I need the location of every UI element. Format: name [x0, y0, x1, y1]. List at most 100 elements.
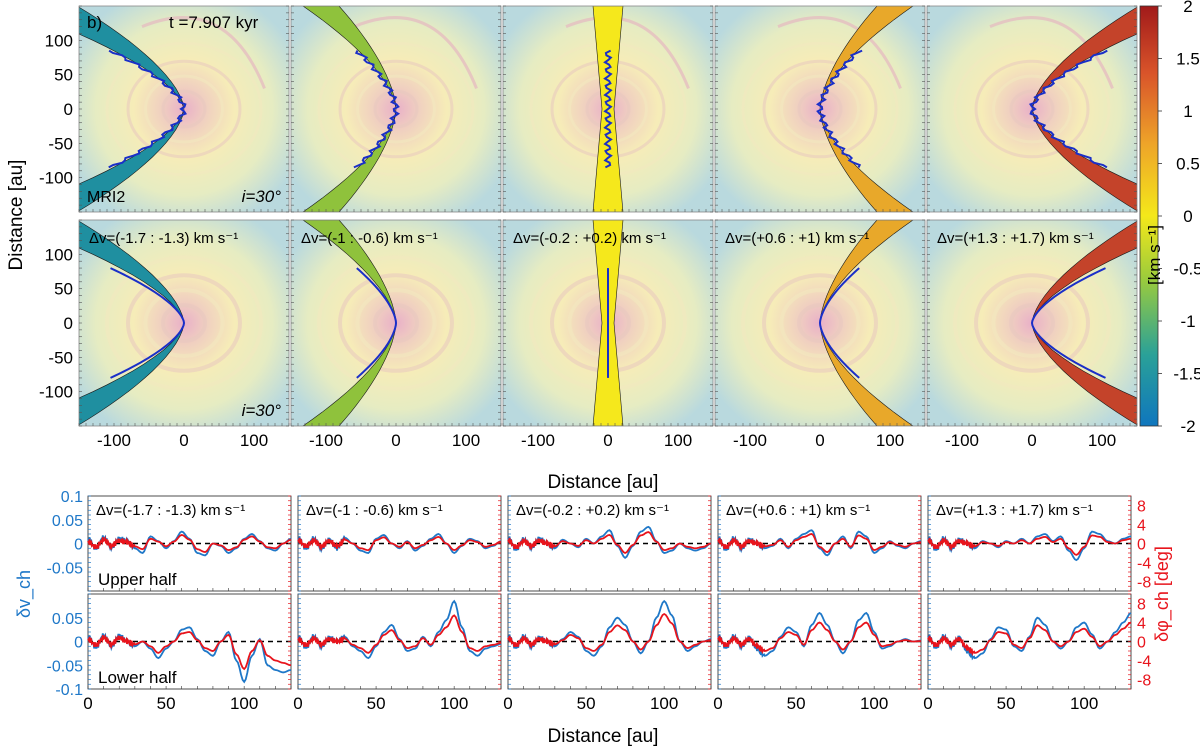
disk-ring: [741, 255, 899, 391]
x-tick-label: 100: [876, 431, 904, 450]
y-tick-label: 50: [54, 66, 73, 85]
x-tick-label: 100: [452, 431, 480, 450]
x-tick-label: 50: [997, 694, 1016, 713]
inclination-label: i=30°: [242, 187, 282, 206]
y-right-tick-label: 0: [1137, 537, 1146, 554]
x-tick-label: 0: [83, 694, 92, 713]
channel-label: Δv=(-0.2 : +0.2) km s⁻¹: [513, 230, 666, 247]
x-tick-label: 0: [713, 694, 722, 713]
x-tick-label: 100: [230, 694, 258, 713]
isovelocity-region: [1031, 220, 1137, 426]
y-left-tick-label: 0: [74, 537, 83, 554]
isovelocity-region: [79, 220, 185, 426]
spiral-arm: [777, 16, 902, 89]
top-ylabel: Distance [au]: [6, 160, 27, 271]
ylabel-right: δφ_ch [deg]: [1152, 546, 1173, 642]
series-dphi: [927, 534, 1132, 556]
x-tick-label: -100: [733, 431, 767, 450]
ylabel-left: δv_ch: [14, 570, 35, 618]
line-panel-r0-c0: Δv=(-1.7 : -1.3) km s⁻¹ 0.1 0.05 0 -0.05 Uppe…: [47, 489, 292, 592]
disk-ring: [126, 273, 242, 373]
x-tick-label: 50: [577, 694, 596, 713]
disk-ring: [144, 74, 224, 144]
x-tick-label: -100: [945, 431, 979, 450]
disk-ring: [338, 59, 454, 159]
x-tick-label: 0: [603, 431, 612, 450]
ridge-line: [353, 50, 401, 169]
spiral-arm: [565, 16, 690, 89]
x-tick-label: 0: [391, 431, 400, 450]
x-tick-label: -100: [309, 431, 343, 450]
isovelocity-region: [302, 220, 397, 426]
x-tick-label: 100: [1070, 694, 1098, 713]
spiral-arm: [141, 16, 266, 89]
panel-label: b): [87, 13, 102, 32]
series-dphi: [717, 621, 922, 655]
ridge-line: [815, 49, 863, 168]
map-panel-r1-c0: Δv=(-1.7 : -1.3) km s⁻¹ -100 0 100 100 50 0 -50…: [39, 219, 290, 450]
x-tick-label: 0: [293, 694, 302, 713]
map-panel-r0-c2: [502, 5, 714, 213]
channel-label: Δv=(-1.7 : -1.3) km s⁻¹: [89, 230, 238, 247]
y-tick-label: 100: [45, 245, 73, 264]
y-left-tick-label: 0.05: [52, 611, 83, 628]
x-tick-label: 100: [240, 431, 268, 450]
line-panel-r0-c4: Δv=(+1.3 : +1.7) km s⁻¹ 8 4 0 -4 -8: [927, 495, 1151, 592]
half-label: Lower half: [98, 668, 177, 687]
map-panel-r1-c4: Δv=(+1.3 : +1.7) km s⁻¹ -100 0 100: [926, 219, 1138, 450]
disk-ring: [338, 273, 454, 373]
disk-ring: [1009, 89, 1055, 129]
line-panel-r1-c1: 0 50 100: [293, 593, 502, 713]
channel-label: Δv=(+1.3 : +1.7) km s⁻¹: [937, 230, 1094, 247]
series-dphi: [87, 534, 292, 554]
series-dphi: [507, 531, 712, 555]
line-panel-r0-c3: Δv=(+0.6 : +1) km s⁻¹: [717, 495, 922, 592]
map-panel-r0-c3: [714, 5, 926, 213]
y-right-tick-label: -8: [1137, 575, 1151, 592]
y-tick-label: 50: [54, 280, 73, 299]
series-dphi: [927, 621, 1132, 657]
disk-ring: [780, 74, 860, 144]
disk-ring: [974, 273, 1090, 373]
isovelocity-region: [302, 6, 397, 212]
channel-label: Δv=(+1.3 : +1.7) km s⁻¹: [936, 502, 1093, 519]
x-tick-label: 100: [650, 694, 678, 713]
x-tick-label: 100: [440, 694, 468, 713]
disk-ring: [105, 255, 263, 391]
y-left-tick-label: -0.05: [47, 658, 84, 675]
y-tick-label: -100: [39, 169, 73, 188]
x-tick-label: 0: [815, 431, 824, 450]
axis-labels: Distance [au] Distance [au] Distance [au…: [6, 160, 1164, 747]
disk-ring: [317, 255, 475, 391]
line-panel-r1-c2: 0 50 100: [503, 593, 712, 713]
y-left-tick-label: 0.1: [61, 489, 83, 506]
channel-label: Δv=(-1 : -0.6) km s⁻¹: [306, 502, 443, 519]
line-panel-r0-c1: Δv=(-1 : -0.6) km s⁻¹: [297, 495, 502, 592]
y-tick-label: 0: [64, 100, 73, 119]
y-right-tick-label: -4: [1137, 556, 1151, 573]
series-dphi: [297, 535, 502, 552]
x-tick-label: -100: [97, 431, 131, 450]
y-right-tick-label: 4: [1137, 518, 1146, 535]
colorbar-tick-label: 0: [1183, 207, 1192, 226]
disk-ring: [992, 74, 1072, 144]
y-left-tick-label: -0.05: [47, 560, 84, 577]
colorbar-tick-label: 0.5: [1176, 155, 1200, 174]
x-tick-label: 0: [179, 431, 188, 450]
line-panel-r1-c0: 0 50 100 0.05 0 -0.05 -0.1 Lower half: [47, 593, 292, 713]
line-panel-r0-c2: Δv=(-0.2 : +0.2) km s⁻¹: [507, 495, 712, 592]
disk-ring: [317, 41, 475, 177]
time-label: t =7.907 kyr: [169, 13, 259, 32]
x-tick-label: 100: [1088, 431, 1116, 450]
colorbar-tick-label: -1: [1180, 312, 1195, 331]
ridge-line: [1030, 267, 1106, 379]
y-right-tick-label: 8: [1137, 597, 1146, 614]
spiral-arm: [353, 16, 478, 89]
y-left-tick-label: 0: [74, 635, 83, 652]
series-dphi: [87, 631, 292, 671]
y-right-tick-label: -8: [1137, 673, 1151, 690]
y-tick-label: 0: [64, 314, 73, 333]
y-left-tick-label: -0.1: [55, 682, 83, 699]
channel-label: Δv=(+0.6 : +1) km s⁻¹: [726, 502, 870, 519]
